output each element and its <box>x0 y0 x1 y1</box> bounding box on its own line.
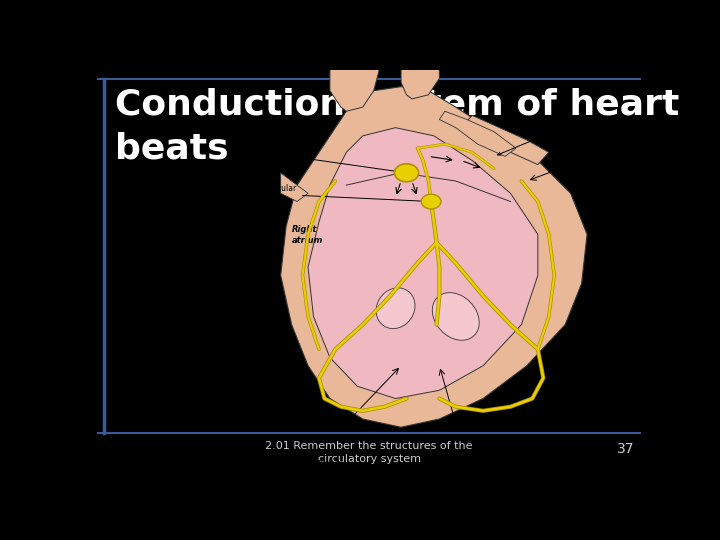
Polygon shape <box>462 116 549 165</box>
Polygon shape <box>281 86 587 427</box>
Text: Right and left
bundle branches: Right and left bundle branches <box>423 458 488 477</box>
Ellipse shape <box>432 293 480 340</box>
Polygon shape <box>330 50 379 111</box>
Ellipse shape <box>376 288 415 329</box>
Text: Purkinje's fibers: Purkinje's fibers <box>220 318 282 327</box>
Circle shape <box>421 194 441 209</box>
Text: Right
atrium: Right atrium <box>292 225 323 245</box>
Polygon shape <box>401 50 439 99</box>
Text: 2.01 Remember the structures of the: 2.01 Remember the structures of the <box>265 441 473 451</box>
Text: Left atrium: Left atrium <box>498 125 580 155</box>
Text: AV bundle or
Bundle of HIS: AV bundle or Bundle of HIS <box>293 458 345 477</box>
Text: circulatory system: circulatory system <box>318 454 420 463</box>
Text: Septum: Septum <box>548 454 593 464</box>
Polygon shape <box>308 127 538 399</box>
Polygon shape <box>281 173 308 201</box>
Text: Atrioventricular
node: Atrioventricular node <box>237 184 427 204</box>
Text: 37: 37 <box>616 442 634 456</box>
Text: Sinoatrial node
(pacemaker): Sinoatrial node (pacemaker) <box>237 143 402 173</box>
Text: Conduction system of heart: Conduction system of heart <box>115 87 680 122</box>
Text: Purkinje's
fibers: Purkinje's fibers <box>571 160 608 180</box>
Circle shape <box>395 164 418 182</box>
Polygon shape <box>439 111 516 157</box>
Text: beats: beats <box>115 131 229 165</box>
